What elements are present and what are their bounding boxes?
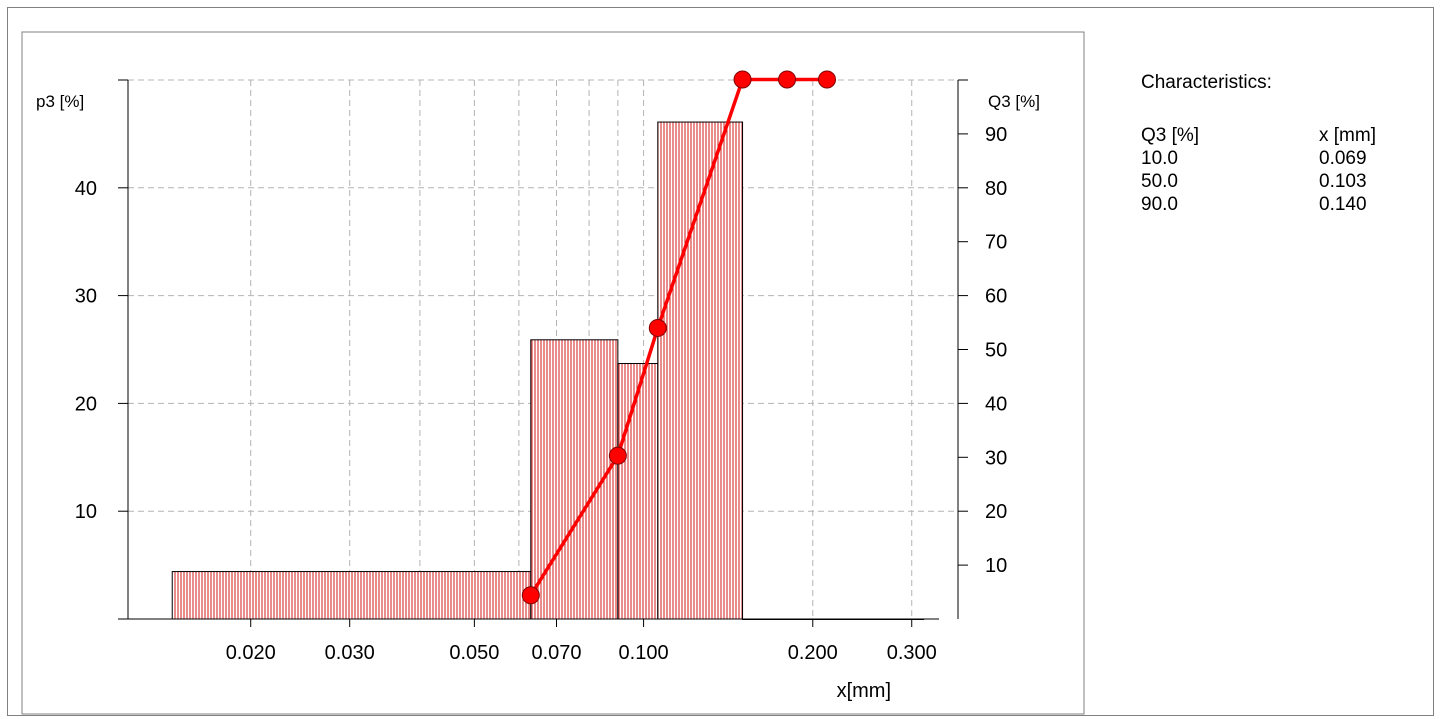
- x-value: 0.140: [1319, 194, 1367, 215]
- right-y-tick-label: 30: [985, 447, 1007, 469]
- right-y-axis-title: Q3 [%]: [988, 92, 1040, 111]
- characteristics-panel: Characteristics: Q3 [%] x [mm] 10.0 0.06…: [1141, 72, 1376, 216]
- column-header-x: x [mm]: [1319, 125, 1376, 146]
- q3-value: 90.0: [1141, 194, 1178, 215]
- left-y-tick-label: 10: [75, 501, 97, 523]
- right-y-tick-label: 20: [985, 501, 1007, 523]
- histogram-bars: [171, 121, 925, 620]
- cumulative-curve: [521, 70, 836, 605]
- characteristics-table: Q3 [%] x [mm] 10.0 0.069 50.0 0.103 90.0…: [1141, 124, 1376, 216]
- q3-point: [608, 446, 627, 465]
- q3-point: [521, 586, 540, 605]
- x-value: 0.103: [1319, 171, 1367, 192]
- left-y-axis-title: p3 [%]: [36, 92, 84, 111]
- characteristics-title: Characteristics:: [1141, 72, 1272, 93]
- x-tick-label: 0.100: [619, 642, 669, 664]
- x-tick-label: 0.070: [531, 642, 581, 664]
- q3-point: [778, 70, 797, 89]
- table-row: 10.0 0.069: [1141, 147, 1376, 170]
- left-y-tick-label: 30: [75, 286, 97, 308]
- left-y-tick-label: 40: [75, 178, 97, 200]
- x-tick-label: 0.050: [449, 642, 499, 664]
- characteristics-header-row: Q3 [%] x [mm]: [1141, 124, 1376, 147]
- right-y-tick-label: 40: [985, 393, 1007, 415]
- right-y-tick-label: 80: [985, 178, 1007, 200]
- axes: [118, 79, 968, 627]
- right-y-tick-label: 90: [985, 124, 1007, 146]
- x-tick-label: 0.020: [226, 642, 276, 664]
- q3-value: 50.0: [1141, 171, 1178, 192]
- report-frame: [7, 7, 1434, 716]
- column-header-q3: Q3 [%]: [1141, 125, 1200, 146]
- x-axis-title: x[mm]: [837, 680, 891, 702]
- x-tick-label: 0.300: [887, 642, 937, 664]
- left-y-tick-label: 20: [75, 393, 97, 415]
- table-row: 90.0 0.140: [1141, 193, 1376, 216]
- right-y-tick-label: 60: [985, 286, 1007, 308]
- histogram-bar: [657, 121, 744, 620]
- x-value: 0.069: [1319, 148, 1367, 169]
- q3-value: 10.0: [1141, 148, 1178, 169]
- x-tick-label: 0.200: [788, 642, 838, 664]
- x-tick-label: 0.030: [325, 642, 375, 664]
- histogram-bar: [617, 363, 659, 620]
- q3-point: [817, 70, 836, 89]
- histogram-bar: [171, 571, 532, 620]
- right-y-tick-label: 70: [985, 232, 1007, 254]
- q3-point: [733, 70, 752, 89]
- right-y-tick-label: 50: [985, 340, 1007, 362]
- table-row: 50.0 0.103: [1141, 170, 1376, 193]
- q3-point: [648, 318, 667, 337]
- axis-labels: 10 20 30 40 10 20 30 40 50 60 70 80 90 0.020 0.030 0.05…: [36, 92, 1040, 702]
- plot-panel-frame: [21, 31, 1085, 715]
- right-y-tick-label: 10: [985, 555, 1007, 577]
